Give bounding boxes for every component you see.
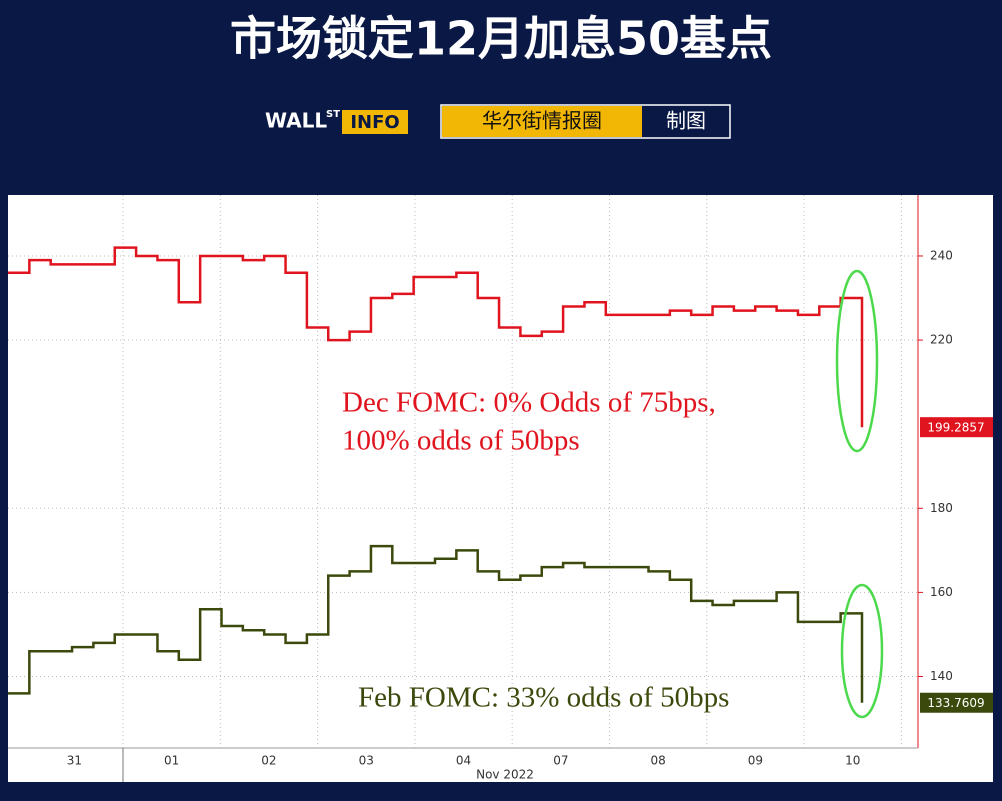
source-box: [440, 104, 731, 139]
logo: WALL: [265, 109, 327, 133]
highlight-ellipse: [840, 583, 884, 719]
x-tick-label: 03: [359, 754, 374, 768]
chart-panel: [8, 195, 993, 782]
x-tick-label: 01: [164, 754, 179, 768]
x-tick-label: 08: [651, 754, 666, 768]
line-series: [8, 544, 864, 703]
annotation: Feb FOMC: 33% odds of 50bps: [358, 682, 729, 714]
last-value-tag: [920, 417, 993, 438]
annotation: 100% odds of 50bps: [342, 425, 580, 457]
last-value-label: 133.7609: [927, 696, 984, 710]
x-tick-label: 02: [261, 754, 276, 768]
x-tick-label: 07: [553, 754, 568, 768]
y-tick-label: 180: [930, 501, 953, 515]
last-value-tag: [920, 692, 993, 713]
logo-sup: ST: [326, 109, 340, 120]
y-tick-label: 160: [930, 585, 953, 599]
source-name: 华尔街情报圈: [482, 109, 602, 133]
x-tick-label: 10: [845, 754, 860, 768]
line-series: [8, 246, 864, 428]
y-tick-label: 220: [930, 333, 953, 347]
y-tick-label: 240: [930, 248, 953, 262]
source-suffix: 制图: [666, 109, 706, 133]
x-tick-label: 09: [748, 754, 763, 768]
source-highlight: [442, 106, 642, 137]
highlight-ellipse: [835, 269, 879, 453]
title: 市场锁定12月加息50基点: [230, 12, 772, 66]
logo-box-text: INFO: [350, 112, 399, 133]
logo-box: [342, 110, 408, 134]
last-value-label: 199.2857: [927, 421, 984, 435]
x-axis-label: Nov 2022: [476, 768, 534, 782]
x-tick-label: 04: [456, 754, 471, 768]
x-tick-label: 31: [67, 754, 82, 768]
y-tick-label: 140: [930, 669, 953, 683]
annotation: Dec FOMC: 0% Odds of 75bps,: [342, 387, 716, 419]
